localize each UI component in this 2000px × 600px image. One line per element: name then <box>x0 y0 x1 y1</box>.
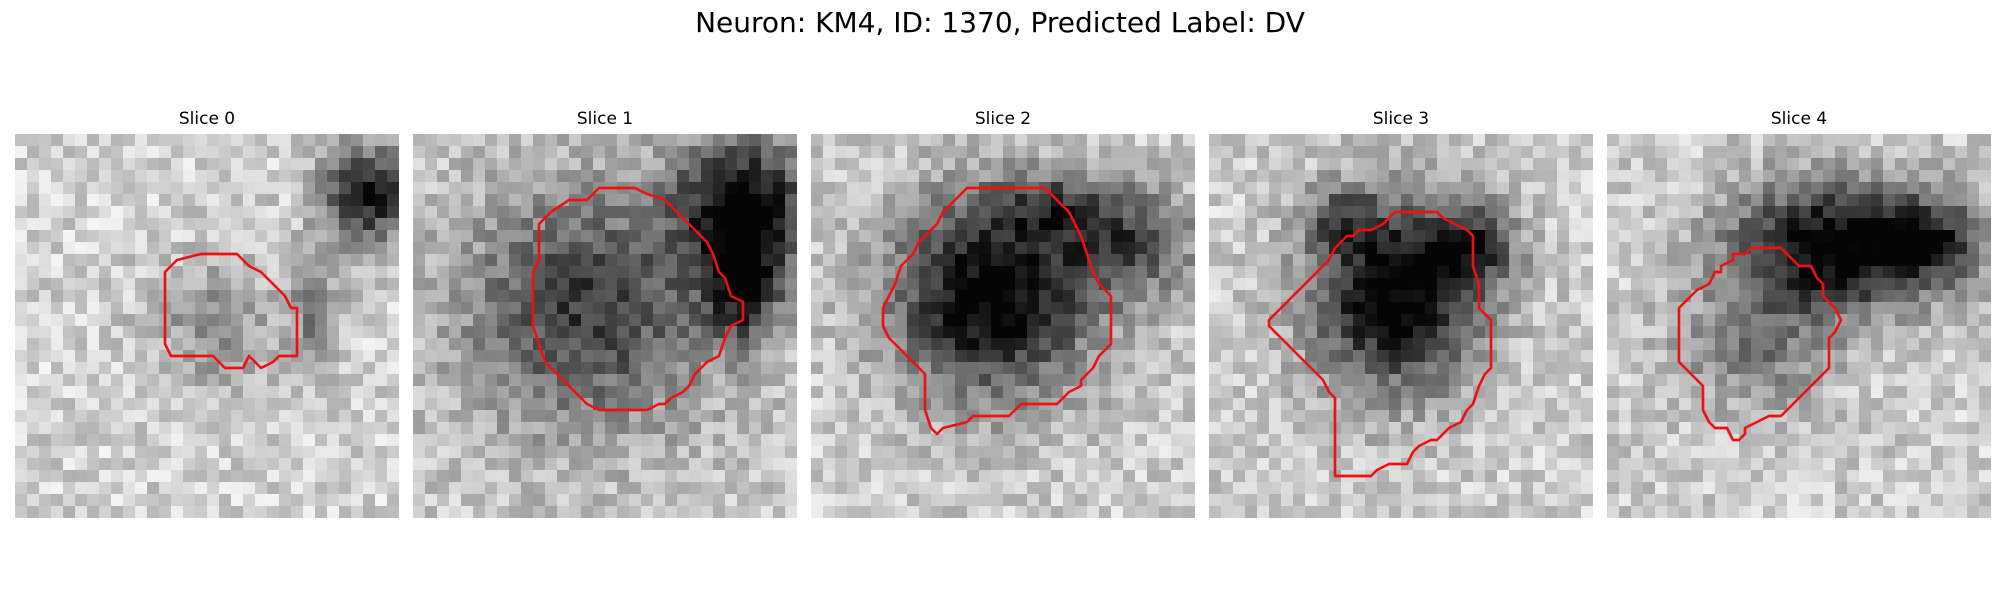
slice-image <box>15 134 399 518</box>
panel-title: Slice 2 <box>974 109 1032 129</box>
panel-slice-0: Slice 0 <box>15 108 399 518</box>
roi-contour <box>881 186 1113 436</box>
slice-image <box>413 134 797 518</box>
panel-title: Slice 4 <box>1770 109 1828 129</box>
slice-image <box>1209 134 1593 518</box>
panel-slice-2: Slice 2 <box>811 108 1195 518</box>
slice-image <box>1607 134 1991 518</box>
slice-image <box>811 134 1195 518</box>
roi-contour <box>1677 246 1843 442</box>
figure-title: Neuron: KM4, ID: 1370, Predicted Label: … <box>695 6 1305 39</box>
panel-slice-1: Slice 1 <box>413 108 797 518</box>
panel-title: Slice 0 <box>178 109 236 129</box>
slice-2-heatmap <box>811 134 1195 518</box>
slice-1-heatmap <box>413 134 797 518</box>
panel-slice-4: Slice 4 <box>1607 108 1991 518</box>
panel-title: Slice 1 <box>576 109 634 129</box>
slice-4-heatmap <box>1607 134 1991 518</box>
slice-3-heatmap <box>1209 134 1593 518</box>
panel-title: Slice 3 <box>1372 109 1430 129</box>
roi-contour <box>1267 210 1493 478</box>
roi-contour <box>531 186 745 412</box>
roi-contour <box>163 252 299 370</box>
panel-slice-3: Slice 3 <box>1209 108 1593 518</box>
slice-0-heatmap <box>15 134 399 518</box>
